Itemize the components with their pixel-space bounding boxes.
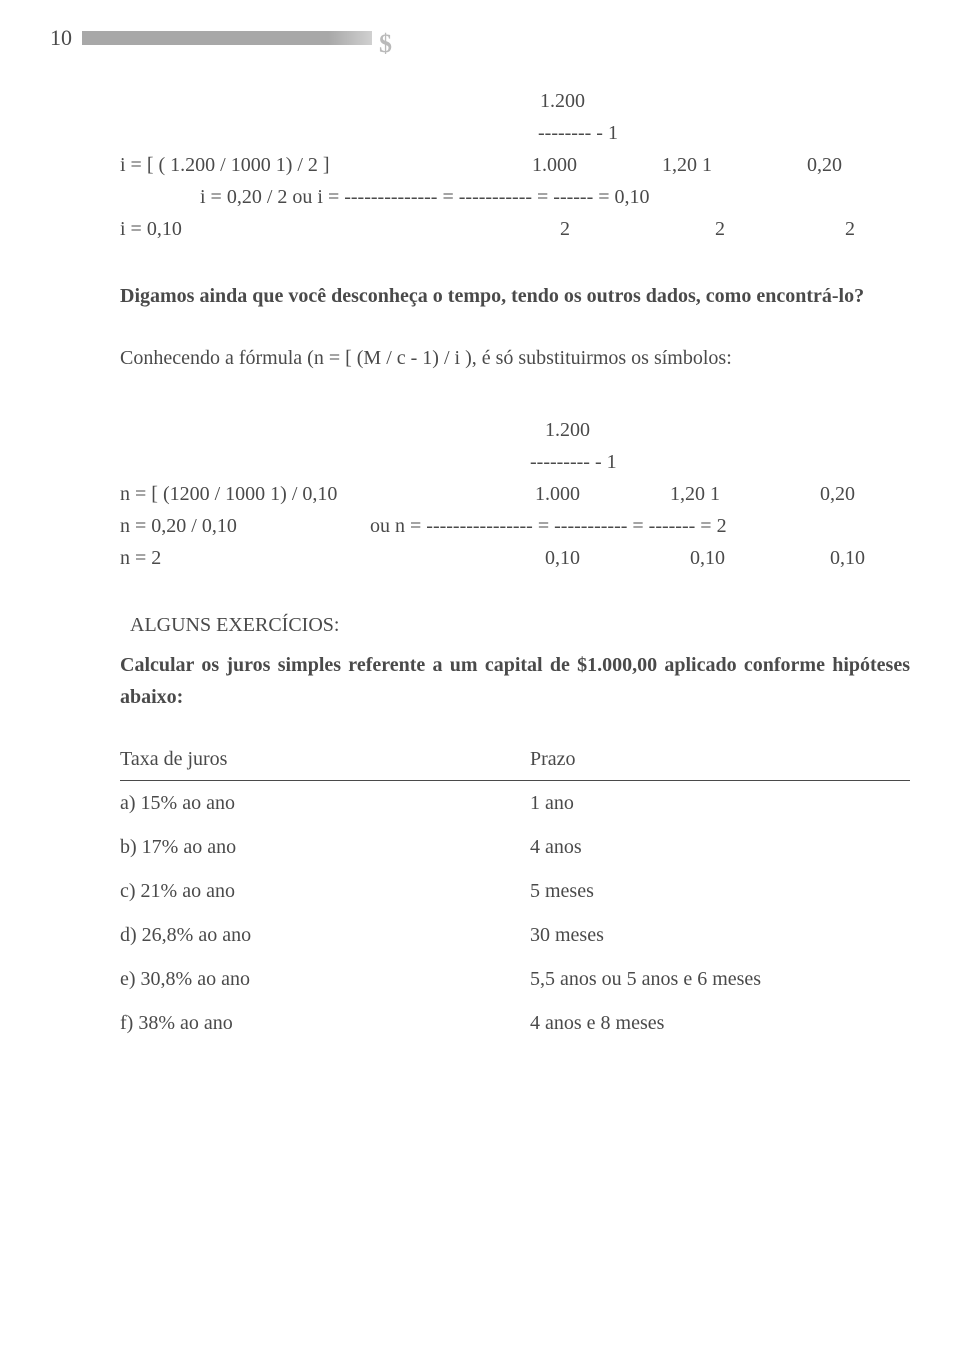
table-cell-term: 30 meses — [530, 919, 910, 951]
table-head-2: Prazo — [530, 743, 910, 775]
eq1-dashes: -------- - 1 — [50, 117, 618, 149]
table-cell-term: 5,5 anos ou 5 anos e 6 meses — [530, 963, 910, 995]
eq2-l5c: 0,10 — [690, 542, 830, 574]
eq1-l3d: 0,20 — [807, 149, 842, 181]
equation-block-2: 1.200 --------- - 1 n = [ (1200 / 1000 1… — [50, 414, 910, 574]
eq1-l3a: i = [ ( 1.200 / 1000 1) / 2 ] — [120, 149, 532, 181]
eq1-line1: 1.200 — [50, 85, 910, 117]
eq2-l3c: 1,20 1 — [670, 478, 820, 510]
table-cell-rate: b) 17% ao ano — [120, 831, 530, 863]
header-bar — [82, 31, 372, 45]
table-cell-rate: f) 38% ao ano — [120, 1007, 530, 1039]
eq2-l4b: ou n = ---------------- = ----------- = … — [370, 510, 727, 542]
eq2-l5a: n = 2 — [120, 542, 545, 574]
eq2-line2: --------- - 1 — [50, 446, 910, 478]
eq1-line4: i = 0,20 / 2 ou i = -------------- = ---… — [50, 181, 910, 213]
eq2-l4a: n = 0,20 / 0,10 — [120, 510, 370, 542]
eq2-line3: n = [ (1200 / 1000 1) / 0,10 1.000 1,20 … — [50, 478, 910, 510]
eq2-line1: 1.200 — [50, 414, 910, 446]
table-cell-term: 4 anos e 8 meses — [530, 1007, 910, 1039]
eq2-l3a: n = [ (1200 / 1000 1) / 0,10 — [120, 478, 535, 510]
eq1-l5d: 2 — [845, 213, 855, 245]
exercises-title: ALGUNS EXERCÍCIOS: — [60, 609, 910, 641]
table-head-1: Taxa de juros — [120, 743, 530, 775]
eq1-l4a: i = 0,20 / 2 ou i = -------------- = ---… — [200, 181, 650, 213]
eq2-l5b: 0,10 — [545, 542, 690, 574]
table-cell-rate: d) 26,8% ao ano — [120, 919, 530, 951]
exercises-table: Taxa de juros Prazo a) 15% ao ano 1 ano … — [50, 743, 910, 1045]
eq1-l3b: 1.000 — [532, 149, 662, 181]
eq1-line5: i = 0,10 2 2 2 — [50, 213, 910, 245]
eq2-dashes: --------- - 1 — [50, 446, 617, 478]
eq1-line3: i = [ ( 1.200 / 1000 1) / 2 ] 1.000 1,20… — [50, 149, 910, 181]
eq2-numerator: 1.200 — [50, 414, 590, 446]
eq1-l3c: 1,20 1 — [662, 149, 807, 181]
table-row: b) 17% ao ano 4 anos — [120, 825, 910, 869]
table-row: a) 15% ao ano 1 ano — [120, 781, 910, 825]
page-number: 10 — [50, 20, 72, 55]
eq2-l5d: 0,10 — [830, 542, 865, 574]
eq1-l5c: 2 — [715, 213, 845, 245]
table-header: Taxa de juros Prazo — [120, 743, 910, 781]
table-cell-rate: a) 15% ao ano — [120, 787, 530, 819]
paragraph-1: Digamos ainda que você desconheça o temp… — [50, 280, 910, 312]
eq1-l5b: 2 — [560, 213, 715, 245]
page-header: 10 — [50, 20, 910, 55]
eq2-line5: n = 2 0,10 0,10 0,10 — [50, 542, 910, 574]
eq1-numerator: 1.200 — [50, 85, 585, 117]
eq2-line4: n = 0,20 / 0,10 ou n = ---------------- … — [50, 510, 910, 542]
table-cell-rate: e) 30,8% ao ano — [120, 963, 530, 995]
eq1-l5a: i = 0,10 — [120, 213, 560, 245]
table-row: d) 26,8% ao ano 30 meses — [120, 913, 910, 957]
table-row: e) 30,8% ao ano 5,5 anos ou 5 anos e 6 m… — [120, 957, 910, 1001]
table-row: c) 21% ao ano 5 meses — [120, 869, 910, 913]
eq2-l3b: 1.000 — [535, 478, 670, 510]
table-cell-rate: c) 21% ao ano — [120, 875, 530, 907]
exercises-prompt: Calcular os juros simples referente a um… — [50, 649, 910, 713]
table-cell-term: 4 anos — [530, 831, 910, 863]
equation-block-1: 1.200 -------- - 1 i = [ ( 1.200 / 1000 … — [50, 85, 910, 245]
paragraph-2: Conhecendo a fórmula (n = [ (M / c - 1) … — [50, 342, 910, 374]
eq1-line2: -------- - 1 — [50, 117, 910, 149]
eq2-l3d: 0,20 — [820, 478, 855, 510]
table-row: f) 38% ao ano 4 anos e 8 meses — [120, 1001, 910, 1045]
table-cell-term: 5 meses — [530, 875, 910, 907]
table-cell-term: 1 ano — [530, 787, 910, 819]
